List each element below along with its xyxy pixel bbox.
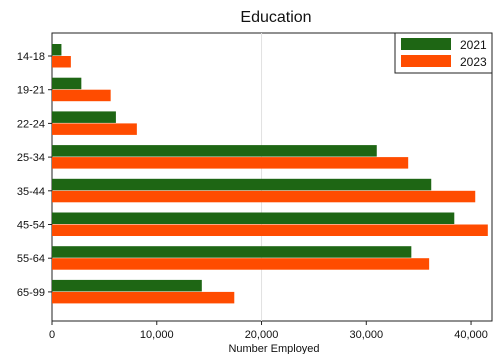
y-axis-ticks: 14-18 19-21 22-24 25-34 35-44 45-54 55-64 65-99 — [17, 51, 52, 299]
bar-2021-65-99 — [52, 279, 202, 292]
legend-swatch-2021 — [401, 38, 451, 50]
bar-2021-25-34 — [52, 145, 377, 157]
bar-2021-55-64 — [52, 246, 412, 258]
y-tick-label-45-54: 45-54 — [17, 220, 45, 232]
y-tick-label-65-99: 65-99 — [17, 287, 45, 299]
y-tick-label-14-18: 14-18 — [17, 51, 45, 63]
bar-2023-35-44 — [52, 190, 476, 203]
bar-2023-19-21 — [52, 89, 111, 102]
x-tick-label-4: 40,000 — [454, 329, 488, 341]
legend-swatch-2023 — [401, 55, 451, 67]
y-tick-label-55-64: 55-64 — [17, 253, 45, 265]
x-tick-label-1: 10,000 — [140, 329, 174, 341]
x-tick-label-0: 0 — [49, 329, 55, 341]
y-tick-label-35-44: 35-44 — [17, 186, 45, 198]
bar-2023-65-99 — [52, 291, 235, 304]
y-tick-label-19-21: 19-21 — [17, 85, 45, 97]
bars — [52, 44, 488, 304]
bar-2021-19-21 — [52, 77, 82, 90]
y-tick-label-22-24: 22-24 — [17, 118, 45, 130]
y-tick-label-25-34: 25-34 — [17, 152, 45, 164]
x-tick-label-2: 20,000 — [245, 329, 279, 341]
plot-area — [51, 32, 493, 322]
bar-2021-35-44 — [52, 178, 432, 191]
bar-2021-22-24 — [52, 111, 116, 123]
bar-2021-45-54 — [52, 212, 455, 224]
bar-2023-14-18 — [52, 56, 71, 68]
legend: 2021 2023 — [394, 32, 493, 74]
bar-2023-22-24 — [52, 123, 137, 135]
legend-label-2023: 2023 — [460, 55, 487, 69]
chart-title: Education — [240, 9, 311, 26]
bar-2021-14-18 — [52, 44, 62, 56]
bar-2023-25-34 — [52, 157, 409, 169]
bar-2023-55-64 — [52, 258, 430, 270]
x-axis-label: Number Employed — [228, 343, 319, 354]
x-tick-label-3: 30,000 — [349, 329, 383, 341]
legend-label-2021: 2021 — [460, 38, 487, 52]
bar-2023-45-54 — [52, 224, 488, 236]
x-axis-ticks: 0 10,000 20,000 30,000 40,000 — [49, 321, 488, 341]
